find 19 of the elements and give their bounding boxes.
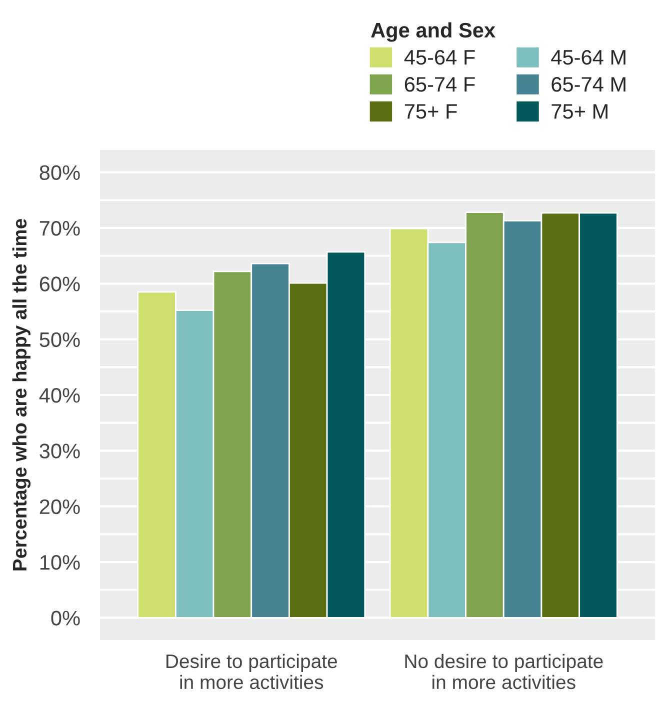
y-tick-label: 70%	[40, 220, 80, 236]
y-tick-label: 80%	[40, 165, 80, 180]
legend-label: 75+ M	[552, 104, 608, 119]
y-tick-label: 10%	[40, 555, 80, 570]
legend-label: 45-64 M	[551, 50, 626, 65]
x-tick-label: No desire to participate in more activities	[405, 654, 603, 690]
x-tick-label: Desire to participate in more activities	[166, 654, 337, 690]
legend-label: 75+ F	[404, 104, 457, 119]
legend-label: 65-74 F	[404, 77, 475, 92]
y-tick-label: 20%	[40, 499, 80, 514]
y-tick-label: 60%	[40, 276, 80, 292]
y-tick-label: 50%	[40, 332, 80, 348]
legend-label: 45-64 F	[404, 50, 475, 65]
y-tick-label: 0%	[51, 610, 80, 626]
legend-title: Age and Sex	[371, 22, 496, 42]
legend-label: 65-74 M	[552, 77, 626, 92]
y-tick-label: 30%	[40, 444, 80, 458]
y-tick-label: 40%	[39, 388, 80, 403]
y-axis-title: Percentage who are happy all the time	[12, 218, 31, 570]
